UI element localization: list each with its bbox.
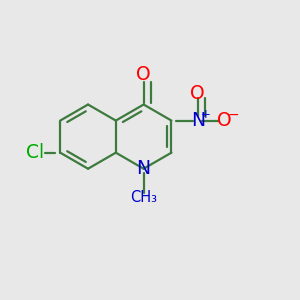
- Text: CH₃: CH₃: [130, 190, 157, 205]
- Text: O: O: [217, 111, 231, 130]
- Text: Cl: Cl: [26, 143, 44, 162]
- Text: O: O: [190, 84, 205, 103]
- Text: −: −: [227, 108, 239, 122]
- Text: N: N: [136, 159, 151, 178]
- Text: O: O: [136, 65, 151, 85]
- Text: +: +: [201, 108, 211, 121]
- Text: N: N: [191, 111, 205, 130]
